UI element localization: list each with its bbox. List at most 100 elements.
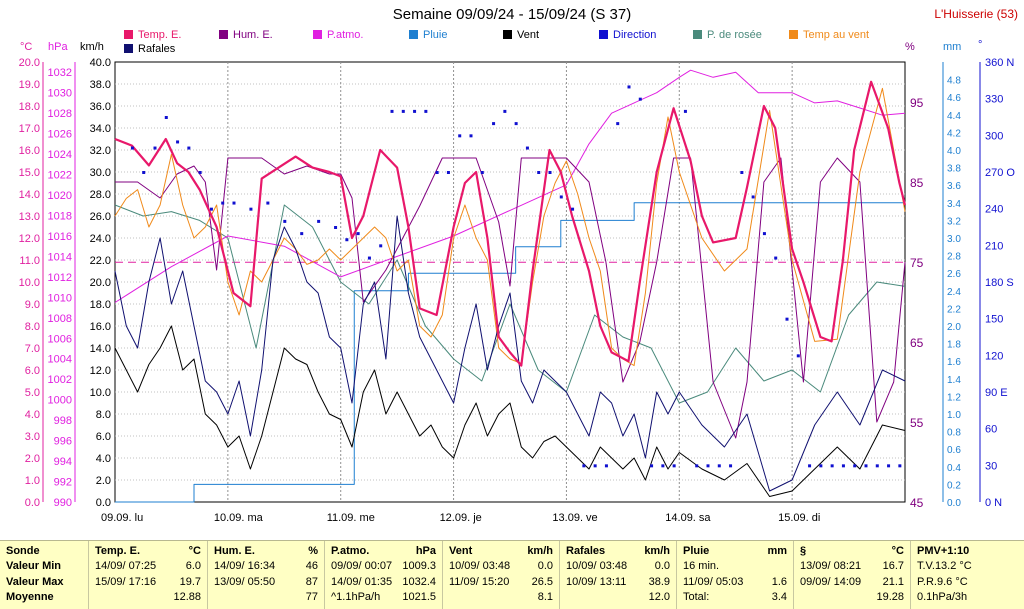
direction-point [142,171,146,174]
stats-header: Temp. E. [95,544,141,557]
direction-point [317,219,321,223]
direction-point [221,201,225,205]
dir-tick-label: 150 [985,314,1003,326]
day-label: 14.09. sa [665,512,711,524]
hum-tick-label: 65 [910,336,924,350]
dir-tick-label: 300 [985,130,1003,142]
temp-tick-label: 8.0 [25,321,40,333]
day-label: 12.09. je [440,512,482,524]
stats-row: 11/09/ 15:20 26.5 [443,574,559,590]
stats-row: 13/09/ 05:50 87 [208,574,324,590]
stats-row: 77 [208,590,324,606]
series-line-temp-au-vent [114,87,906,367]
legend-swatch [313,30,322,39]
direction-point [300,232,304,236]
rain-tick-label: 4.8 [947,76,961,87]
direction-point [514,122,518,126]
rain-tick-label: 0.0 [947,498,961,509]
dir-unit-label: ° [978,39,982,51]
stats-cell-label: 11/09/ 15:20 [449,575,510,588]
rain-tick-label: 0.8 [947,428,961,439]
series-line-pluie [115,202,905,503]
stats-cell-value: 26.5 [531,575,553,588]
stats-row: 10/09/ 13:11 38.9 [560,574,676,590]
legend-swatch [124,30,133,39]
rain-tick-label: 2.8 [947,252,961,263]
direction-point [424,109,428,113]
direction-point [740,171,744,174]
series-line-temp-e- [114,80,907,367]
day-label: 10.09. ma [214,512,264,524]
temp-tick-label: 4.0 [25,409,40,421]
rain-tick-label: 0.4 [947,463,961,474]
stats-cell-value: 19.28 [876,591,904,604]
press-tick-label: 1002 [48,374,72,386]
legend-label: Temp au vent [803,29,869,41]
stats-row: 13/09/ 08:21 16.7 [794,559,910,575]
legend-label: Temp. E. [138,29,181,41]
stats-header: Sonde [6,544,40,557]
direction-point [153,146,157,150]
press-tick-label: 998 [54,415,72,427]
temp-tick-label: 5.0 [25,387,40,399]
stats-block: Rafales km/h 10/09/ 03:48 0.0 10/09/ 13:11 38… [559,541,676,609]
press-tick-label: 1018 [48,210,72,222]
temp-tick-label: 1.0 [25,475,40,487]
rain-tick-label: 1.2 [947,392,961,403]
chart-plot: 20.0 19.0 18.0 17.0 16.0 15.0 14.0 13.0 12.0 11.0… [19,29,1016,524]
stats-cell-value: 19.7 [179,575,201,588]
stats-row: Valeur Max [0,574,88,590]
press-tick-label: 1024 [48,149,72,161]
wind-tick-label: 4.0 [96,453,111,465]
direction-point [469,134,473,138]
wind-tick-label: 30.0 [90,167,111,179]
temp-tick-label: 13.0 [19,211,40,223]
rain-tick-label: 3.0 [947,234,961,245]
temp-tick-label: 11.0 [19,255,40,267]
temp-tick-label: 3.0 [25,431,40,443]
press-tick-label: 1012 [48,272,72,284]
direction-point [841,464,845,468]
direction-point [525,146,529,150]
stats-row: 10/09/ 03:48 0.0 [560,559,676,575]
press-tick-label: 1032 [48,67,72,79]
stats-cell-label: 09/09/ 00:07 [331,560,393,573]
stats-cell-value: 6.0 [185,560,201,573]
press-tick-label: 1028 [48,108,72,120]
stats-cell-label: Valeur Min [6,560,62,573]
legend-label: P. de rosée [707,29,762,41]
wind-tick-label: 6.0 [96,431,111,443]
stats-row: T.V.13.2 °C [911,559,1024,575]
direction-point [729,464,733,468]
dir-tick-label: 270 O [985,167,1015,179]
direction-point [232,201,236,205]
temp-tick-label: 14.0 [19,189,40,201]
direction-point [785,317,789,321]
dir-tick-label: 330 [985,94,1003,106]
series-line-rafales [114,215,906,492]
stats-cell-label: 15/09/ 17:16 [95,575,157,588]
direction-point [130,146,134,150]
day-label: 13.09. ve [552,512,597,524]
press-tick-label: 1004 [48,354,72,366]
press-tick-label: 992 [54,477,72,489]
stats-cell-value: 1009.3 [402,560,436,573]
stats-cell-value: 0.0 [654,560,670,573]
stats-cell-label: 09/09/ 14:09 [800,575,862,588]
stats-cell-value: 1.6 [771,575,787,588]
stats-header-row: Hum. E.% [208,543,324,559]
press-tick-label: 990 [54,497,72,509]
wind-tick-label: 16.0 [90,321,111,333]
direction-point [751,195,755,199]
stats-row: 09/09/ 14:09 21.1 [794,574,910,590]
press-tick-label: 1026 [48,129,72,141]
press-tick-label: 1014 [48,251,72,263]
stats-cell-label: 10/09/ 03:48 [449,560,511,573]
direction-point [367,256,371,260]
direction-point [345,238,349,242]
direction-point [571,207,575,211]
temp-tick-label: 16.0 [19,145,40,157]
direction-point [390,109,394,113]
stats-cell-value: 12.0 [648,591,670,604]
rain-tick-label: 0.6 [947,445,961,456]
